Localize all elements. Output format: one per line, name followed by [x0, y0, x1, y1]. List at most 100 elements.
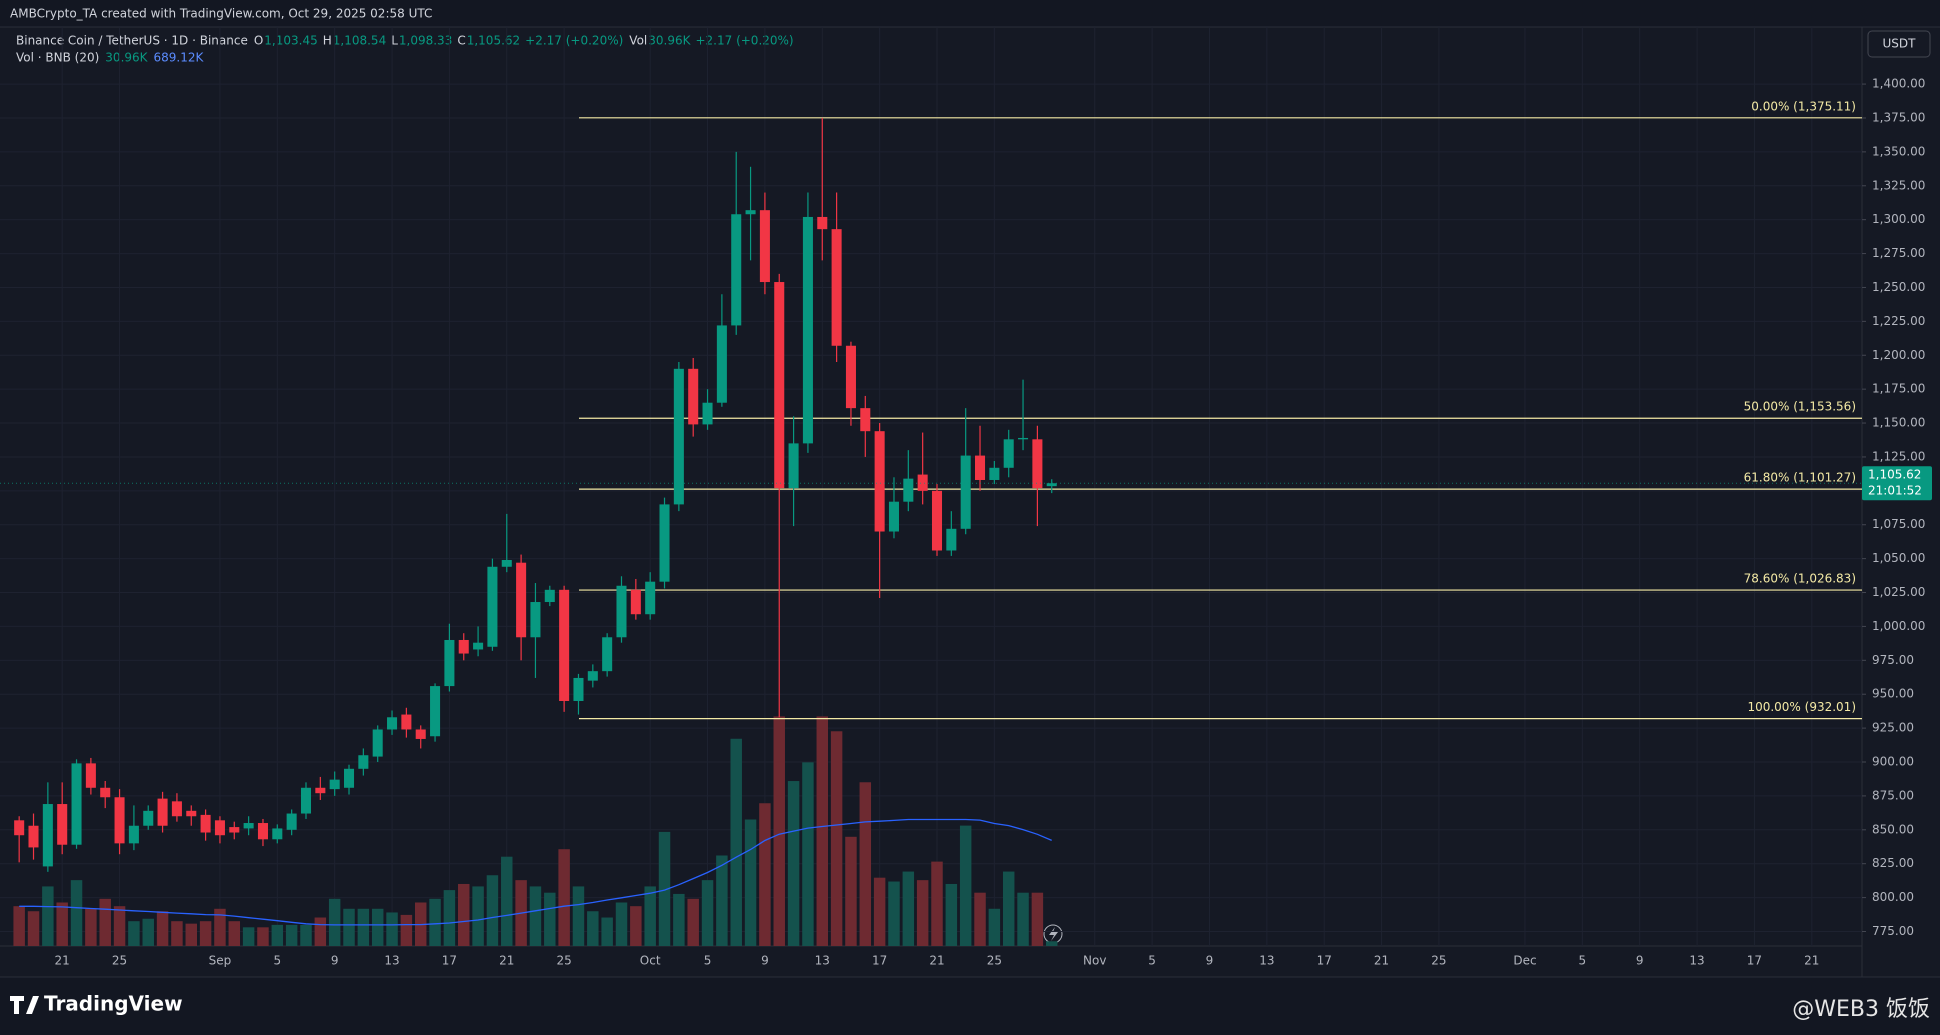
volume-bar [730, 738, 742, 946]
y-tick-label: 875.00 [1872, 788, 1914, 802]
last-price-label: 1,105.62 [1868, 468, 1921, 482]
candle-body [831, 229, 842, 346]
volume-bar [85, 908, 97, 946]
candle-body [243, 823, 254, 829]
candle-body [616, 585, 627, 638]
volume-bar [558, 849, 570, 946]
y-tick-label: 1,175.00 [1872, 382, 1925, 396]
y-tick-label: 800.00 [1872, 890, 1914, 904]
y-tick-label: 1,000.00 [1872, 619, 1925, 633]
volume-bar [673, 893, 685, 946]
volume-bar [859, 782, 872, 946]
legend-text: 689.12K [154, 51, 205, 65]
logo-text: TradingView [44, 992, 183, 1016]
fib-label: 78.60% (1,026.83) [1744, 572, 1856, 586]
candle-body [989, 467, 1000, 480]
legend-text: Binance Coin / TetherUS · 1D · Binance [16, 34, 248, 48]
volume-bar [587, 911, 599, 946]
x-tick-label: 9 [1206, 954, 1214, 968]
volume-bar [429, 898, 441, 946]
fib-label: 100.00% (932.01) [1747, 700, 1856, 714]
candle-body [444, 639, 455, 687]
candle-body [903, 478, 914, 502]
legend-text: +2.17 (+0.20%) [695, 34, 793, 48]
currency-button[interactable] [1867, 30, 1931, 58]
volume-bar [744, 819, 757, 946]
candle-body [544, 589, 555, 603]
y-tick-label: 1,325.00 [1872, 178, 1925, 192]
volume-bar [945, 883, 958, 946]
candle-body [85, 763, 96, 788]
volume-bar [185, 923, 197, 946]
candle-body [559, 589, 570, 701]
candle-body [688, 368, 699, 425]
volume-bar [988, 908, 1001, 946]
y-tick-label: 1,200.00 [1872, 348, 1925, 362]
volume-bar [1031, 892, 1044, 946]
candle-body [329, 779, 340, 790]
candle-body [1018, 437, 1029, 440]
y-tick-label: 1,150.00 [1872, 416, 1925, 430]
volume-bar [314, 917, 327, 946]
candle-body [143, 810, 154, 826]
volume-bar [285, 924, 298, 946]
candle-body [673, 368, 684, 505]
candle-body [1046, 483, 1057, 487]
candle-body [874, 431, 885, 532]
candle-body [286, 813, 297, 830]
volume-bar [1002, 871, 1015, 946]
x-tick-label: 5 [704, 954, 712, 968]
x-tick-label: 25 [987, 954, 1002, 968]
volume-bar [228, 921, 241, 946]
volume-bar [142, 918, 154, 946]
candle-body [1032, 439, 1043, 489]
footer [0, 977, 1940, 1035]
x-tick-label: 13 [815, 954, 830, 968]
volume-bar [56, 902, 68, 946]
x-tick-label: 9 [761, 954, 769, 968]
volume-bar [70, 880, 83, 946]
volume-bar [271, 924, 284, 946]
x-tick-label: 21 [55, 954, 70, 968]
volume-bar [974, 892, 986, 946]
y-tick-label: 850.00 [1872, 822, 1914, 836]
x-tick-label: 25 [112, 954, 127, 968]
volume-bar [343, 908, 355, 946]
candle-body [430, 686, 441, 737]
currency-label[interactable]: USDT [1883, 37, 1917, 51]
x-tick-label: 5 [273, 954, 281, 968]
candle-body [774, 282, 785, 489]
legend-text: 30.96K [105, 51, 148, 65]
volume-bar [902, 871, 915, 946]
volume-bar [371, 908, 384, 946]
y-tick-label: 1,250.00 [1872, 280, 1925, 294]
candle-body [272, 828, 283, 840]
volume-bar [544, 892, 556, 946]
candle-body [229, 827, 240, 833]
volume-bar [916, 880, 929, 946]
volume-bar [773, 716, 785, 946]
candle-body [458, 639, 469, 654]
x-tick-label: 25 [1431, 954, 1446, 968]
fib-label: 61.80% (1,101.27) [1744, 471, 1856, 485]
volume-bar [386, 912, 398, 946]
y-tick-label: 775.00 [1872, 924, 1914, 938]
y-tick-label: 950.00 [1872, 687, 1914, 701]
candle-body [372, 729, 383, 757]
candle-body [157, 798, 168, 826]
volume-ma-line [19, 818, 1052, 926]
candle-body [387, 717, 398, 730]
candle-body [487, 566, 498, 647]
x-tick-label: 21 [1804, 954, 1819, 968]
volume-bar [472, 886, 484, 946]
x-tick-label: 13 [1689, 954, 1704, 968]
volume-bar [601, 917, 613, 946]
x-tick-label: 17 [442, 954, 457, 968]
volume-bar [214, 908, 226, 946]
candle-body [530, 602, 541, 638]
x-tick-label: 17 [1317, 954, 1332, 968]
y-tick-label: 1,125.00 [1872, 449, 1925, 463]
candle-body [42, 804, 53, 867]
x-tick-label: 21 [499, 954, 514, 968]
